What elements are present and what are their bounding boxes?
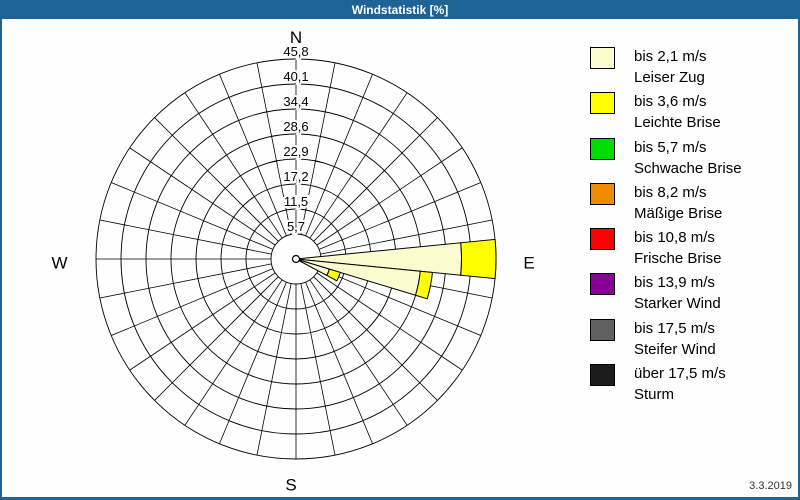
wind-speed-legend: bis 2,1 m/s Leiser Zug bis 3,6 m/s Leich… [590,46,790,408]
legend-color-swatch-icon [590,364,615,387]
legend-description-label: Starker Wind [634,295,721,313]
grid-spoke [99,219,272,255]
compass-label-east: E [523,254,534,273]
compass-label-south: S [285,476,296,495]
legend-color-swatch-icon [590,273,615,296]
ring-value-label: 40,1 [283,69,308,84]
grid-spoke [184,279,283,426]
rose-center-hub [291,254,301,264]
legend-item: bis 17,5 m/s Steifer Wind [590,318,790,363]
grid-spoke [184,92,283,239]
wind-wedge-segment [326,268,341,282]
grid-spoke [129,147,276,246]
legend-item: bis 5,7 m/s Schwache Brise [590,137,790,182]
legend-color-swatch-icon [590,137,615,160]
legend-color-swatch-icon [590,318,615,341]
grid-spoke [300,62,336,235]
legend-item: bis 2,1 m/s Leiser Zug [590,46,790,91]
legend-speed-label: bis 8,2 m/s [634,183,707,201]
window-title-bar: Windstatistik [%] [0,0,800,19]
ring-value-label: 34,4 [283,94,308,109]
grid-spoke [154,117,279,242]
grid-spoke [129,272,276,371]
grid-spoke [313,117,438,242]
legend-item: über 17,5 m/s Sturm [590,363,790,408]
window-title: Windstatistik [%] [351,2,449,17]
legend-description-label: Leichte Brise [634,114,721,132]
ring-value-label: 45,8 [283,44,308,59]
grid-spoke [309,279,408,426]
ring-value-label: 28,6 [283,119,308,134]
grid-spoke [316,272,463,371]
legend-item: bis 13,9 m/s Starker Wind [590,272,790,317]
grid-spoke [318,268,481,336]
grid-spoke [219,281,287,444]
ring-value-label: 5,7 [287,219,305,234]
wind-wedge-segment [414,270,434,300]
legend-description-label: Schwache Brise [634,159,742,177]
legend-item: bis 3,6 m/s Leichte Brise [590,91,790,136]
grid-spoke [320,219,493,255]
ring-value-label: 17,2 [283,169,308,184]
grid-spoke [256,62,292,235]
legend-color-swatch-icon [590,47,615,69]
legend-item: bis 10,8 m/s Frische Brise [590,227,790,272]
grid-spoke [300,283,336,456]
legend-item: bis 8,2 m/s Mäßige Brise [590,182,790,227]
grid-spoke [313,276,438,401]
compass-label-west: W [51,254,67,273]
grid-spoke [154,276,279,401]
legend-description-label: Frische Brise [634,250,722,268]
legend-speed-label: bis 10,8 m/s [634,229,715,247]
legend-description-label: Sturm [634,386,675,404]
legend-speed-label: bis 2,1 m/s [634,48,707,65]
ring-value-label: 22,9 [283,144,308,159]
grid-spoke [309,92,408,239]
legend-description-label: Leiser Zug [634,69,705,86]
legend-speed-label: bis 17,5 m/s [634,319,715,337]
legend-color-swatch-icon [590,228,615,251]
grid-spoke [219,74,287,237]
grid-spoke [305,74,373,237]
legend-color-swatch-icon [590,92,615,115]
grid-spoke [111,268,274,336]
legend-speed-label: über 17,5 m/s [634,365,726,383]
compass-label-north: N [290,28,302,47]
grid-spoke [256,283,292,456]
legend-speed-label: bis 5,7 m/s [634,138,707,156]
legend-color-swatch-icon [590,182,615,205]
grid-spoke [318,182,481,250]
legend-description-label: Steifer Wind [634,340,716,358]
date-label: 3.3.2019 [749,480,792,492]
legend-speed-label: bis 3,6 m/s [634,93,707,111]
legend-speed-label: bis 13,9 m/s [634,274,715,292]
grid-spoke [99,263,272,299]
legend-description-label: Mäßige Brise [634,204,723,222]
grid-spoke [111,182,274,250]
grid-spoke [316,147,463,246]
grid-spoke [305,281,373,444]
ring-value-label: 11,5 [284,194,308,209]
wind-wedge-segment [460,238,497,280]
